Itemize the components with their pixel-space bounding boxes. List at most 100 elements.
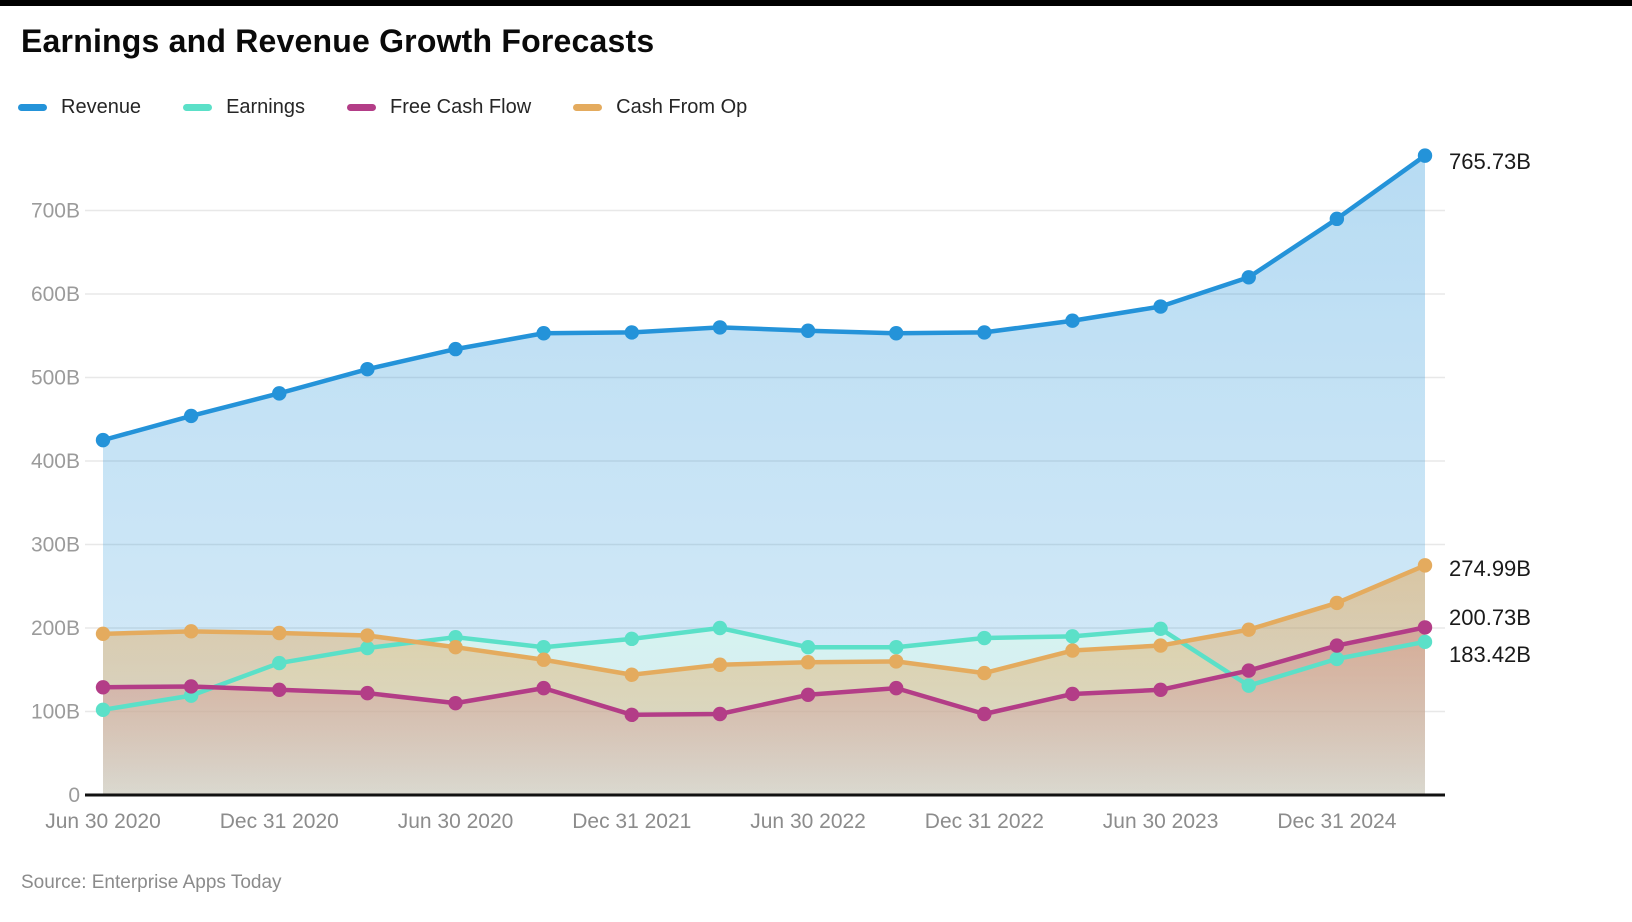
data-point-revenue bbox=[1241, 270, 1256, 285]
y-tick-label: 300B bbox=[31, 534, 80, 557]
data-point-earnings bbox=[272, 655, 287, 671]
end-label-revenue: 765.73B bbox=[1449, 149, 1531, 174]
data-point-earnings bbox=[624, 631, 639, 647]
legend-item-free-cash-flow[interactable]: Free Cash Flow bbox=[347, 96, 531, 119]
data-point-cash_from_op bbox=[1153, 638, 1168, 653]
series-dots-free_cash_flow bbox=[95, 620, 1433, 723]
data-point-free_cash_flow bbox=[95, 680, 111, 695]
data-point-cash_from_op bbox=[1241, 622, 1256, 637]
x-tick-label: Dec 31 2022 bbox=[925, 810, 1044, 833]
data-point-free_cash_flow bbox=[360, 685, 375, 701]
end-label-cash_from_op: 274.99B bbox=[1449, 556, 1531, 581]
series-dots-earnings bbox=[95, 620, 1433, 718]
data-point-free_cash_flow bbox=[448, 695, 463, 711]
data-point-free_cash_flow bbox=[800, 687, 816, 702]
legend-swatch-icon bbox=[18, 104, 47, 111]
data-point-earnings bbox=[448, 629, 463, 645]
legend-label: Free Cash Flow bbox=[390, 96, 532, 118]
x-axis-labels: Jun 30 2020 Dec 31 2020 Jun 30 2020 Dec 31 … bbox=[45, 810, 1397, 833]
data-point-free_cash_flow bbox=[1241, 663, 1256, 678]
x-tick-label: Dec 31 2024 bbox=[1277, 810, 1396, 833]
data-point-earnings bbox=[1241, 678, 1256, 693]
series-area-cash_from_op bbox=[103, 565, 1425, 795]
data-point-free_cash_flow bbox=[183, 679, 199, 694]
data-point-earnings bbox=[1153, 621, 1168, 637]
legend-swatch-icon bbox=[573, 104, 603, 111]
x-tick-label: Jun 30 2022 bbox=[750, 810, 866, 833]
data-point-earnings bbox=[800, 640, 816, 655]
y-tick-label: 700B bbox=[31, 200, 80, 223]
chart-title: Earnings and Revenue Growth Forecasts bbox=[21, 23, 655, 59]
legend-item-earnings[interactable]: Earnings bbox=[183, 96, 305, 119]
data-point-revenue bbox=[1417, 148, 1433, 163]
data-point-revenue bbox=[183, 408, 199, 424]
data-point-cash_from_op bbox=[536, 652, 551, 667]
data-point-cash_from_op bbox=[889, 654, 904, 669]
y-tick-label: 0 bbox=[68, 784, 80, 807]
data-point-revenue bbox=[272, 386, 287, 401]
data-point-revenue bbox=[536, 326, 551, 341]
data-point-revenue bbox=[977, 325, 992, 340]
data-point-revenue bbox=[95, 432, 111, 448]
legend-item-revenue[interactable]: Revenue bbox=[18, 96, 141, 119]
data-point-cash_from_op bbox=[1417, 558, 1433, 573]
end-label-free_cash_flow: 200.73B bbox=[1449, 605, 1531, 630]
legend-label: Cash From Op bbox=[616, 96, 748, 118]
x-tick-label: Jun 30 2020 bbox=[45, 810, 161, 833]
series-line-free_cash_flow bbox=[100, 625, 1428, 718]
legend-label: Earnings bbox=[226, 96, 305, 118]
data-point-free_cash_flow bbox=[624, 707, 639, 723]
y-tick-label: 600B bbox=[31, 283, 80, 306]
data-point-revenue bbox=[712, 320, 728, 335]
data-point-earnings bbox=[536, 640, 551, 655]
data-point-cash_from_op bbox=[360, 628, 375, 643]
data-point-free_cash_flow bbox=[272, 682, 287, 697]
data-point-cash_from_op bbox=[800, 655, 816, 670]
x-tick-label: Jun 30 2023 bbox=[1103, 810, 1219, 833]
data-point-earnings bbox=[977, 630, 992, 646]
series-line-cash_from_op bbox=[100, 563, 1428, 678]
y-axis-labels: 0 100B 200B 300B 400B 500B 600B 700B bbox=[31, 200, 80, 808]
data-point-cash_from_op bbox=[1065, 643, 1080, 658]
legend-label: Revenue bbox=[61, 96, 142, 118]
series-dots-cash_from_op bbox=[95, 558, 1433, 682]
data-point-cash_from_op bbox=[977, 665, 992, 681]
data-point-free_cash_flow bbox=[712, 706, 728, 722]
data-point-free_cash_flow bbox=[889, 680, 904, 696]
legend-swatch-icon bbox=[347, 104, 376, 111]
y-tick-label: 500B bbox=[31, 367, 80, 390]
y-tick-label: 100B bbox=[31, 701, 80, 724]
series-line-revenue bbox=[100, 153, 1428, 443]
data-point-revenue bbox=[800, 323, 816, 338]
end-label-earnings: 183.42B bbox=[1449, 642, 1531, 667]
y-tick-label: 400B bbox=[31, 450, 80, 473]
data-point-earnings bbox=[360, 640, 375, 656]
x-tick-label: Dec 31 2020 bbox=[220, 810, 339, 833]
data-point-cash_from_op bbox=[272, 625, 287, 641]
data-point-revenue bbox=[1153, 299, 1168, 314]
series-dots-revenue bbox=[95, 148, 1433, 448]
data-point-cash_from_op bbox=[448, 640, 463, 655]
data-point-free_cash_flow bbox=[977, 706, 992, 722]
data-point-earnings bbox=[712, 620, 728, 636]
data-point-revenue bbox=[360, 361, 375, 377]
data-point-cash_from_op bbox=[712, 657, 728, 672]
data-point-cash_from_op bbox=[624, 667, 639, 682]
top-border-rule bbox=[0, 0, 1632, 6]
data-point-revenue bbox=[889, 326, 904, 341]
data-point-cash_from_op bbox=[183, 624, 199, 639]
data-point-free_cash_flow bbox=[1329, 638, 1345, 653]
source-caption: Source: Enterprise Apps Today bbox=[21, 872, 282, 893]
data-point-revenue bbox=[1065, 313, 1080, 328]
data-point-revenue bbox=[1329, 211, 1345, 227]
data-point-earnings bbox=[1065, 629, 1080, 644]
y-tick-label: 200B bbox=[31, 617, 80, 640]
series-line-earnings bbox=[100, 625, 1428, 713]
data-point-free_cash_flow bbox=[536, 680, 551, 696]
data-point-earnings bbox=[889, 640, 904, 655]
legend-item-cash-from-op[interactable]: Cash From Op bbox=[573, 96, 747, 119]
data-point-cash_from_op bbox=[95, 626, 111, 642]
data-point-free_cash_flow bbox=[1153, 682, 1168, 697]
data-point-free_cash_flow bbox=[1417, 620, 1433, 635]
